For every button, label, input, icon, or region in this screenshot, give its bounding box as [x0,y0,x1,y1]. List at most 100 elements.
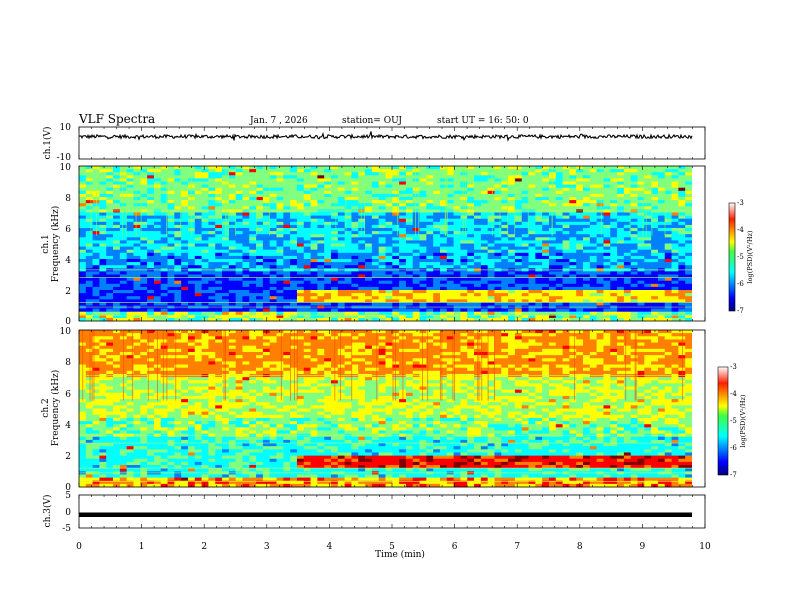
spectrogram-cell [671,240,679,244]
spectrogram-cell [392,231,400,235]
spectrogram-cell [194,187,202,192]
spectrogram-cell [153,277,162,281]
ch1-cbtick-4: -4 [737,226,744,234]
spectrogram-cell [508,314,516,319]
spectrogram-cell [419,178,427,182]
spectrogram-cell [228,283,236,288]
spectrogram-cell [528,259,536,263]
spectrogram-cell [528,221,536,226]
spectrogram-cell [310,224,318,229]
spectrogram-cell [528,271,536,275]
spectrogram-cell [181,193,189,198]
spectrogram-cell [256,203,264,207]
spectrogram-cell [365,231,373,235]
spectrogram-cell [460,249,468,254]
spectrogram-cell [542,240,550,244]
spectrogram-cell [208,308,216,312]
spectrogram-cell [296,308,305,312]
spectrogram-cell [365,243,373,247]
spectrogram-cell [331,197,339,201]
spectrogram-cell [426,259,434,263]
spectrogram-cell [399,181,407,185]
spectrogram-cell [439,178,448,182]
spectrogram-cell [371,302,379,306]
spectrogram-cell [92,480,100,485]
spectrogram-cell [167,169,175,173]
spectrogram-cell [392,200,400,204]
spectrogram-cell [446,172,454,176]
spectrogram-cell [79,197,87,201]
spectrogram-cell [174,271,182,275]
spectrogram-cell [256,271,264,275]
spectrogram-cell [160,178,168,182]
spectrogram-cell [228,172,236,176]
spectrogram-cell [480,184,488,188]
spectrogram-cell [290,221,298,226]
spectrogram-cell [99,427,107,431]
spectrogram-cell [671,221,679,226]
spectrogram-cell [603,203,611,207]
spectrogram-cell [160,262,168,266]
spectrogram-cell [92,342,100,346]
spectrogram-cell [133,302,141,306]
spectrogram-cell [419,280,427,285]
spectrogram-cell [569,193,577,198]
spectrogram-cell [92,474,100,478]
spectrogram-cell [576,308,584,312]
spectrogram-cell [494,246,502,250]
spectrogram-cell [201,215,209,219]
spectrogram-cell [617,197,625,201]
spectrogram-cell [446,296,454,300]
spectrogram-cell [569,262,577,266]
spectrogram-cell [92,280,100,285]
spectrogram-cell [385,200,393,204]
spectrogram-cell [262,280,271,285]
spectrogram-cell [630,178,638,182]
spectrogram-cell [106,370,114,375]
spectrogram-cell [399,228,407,232]
spectrogram-cell [126,175,134,179]
spectrogram-cell [644,240,652,244]
spectrogram-cell [106,206,114,210]
spectrogram-cell [562,190,570,195]
spectrogram-cell [174,197,182,201]
spectrogram-cell [153,274,162,278]
spectrogram-cell [324,280,332,285]
spectrogram-cell [474,277,482,281]
spectrogram-cell [208,240,216,244]
spectrogram-cell [412,187,420,192]
spectrogram-cell [215,175,223,179]
spectrogram-cell [79,480,87,485]
spectrogram-cell [106,286,114,291]
spectrogram-cell [106,240,114,244]
spectrogram-cell [453,255,461,260]
spectrogram-cell [269,212,277,216]
spectrogram-cell [344,212,352,216]
spectrogram-cell [494,265,502,269]
spectrogram-cell [576,193,584,198]
spectrogram-cell [467,231,475,235]
spectrogram-cell [399,243,407,247]
spectrogram-cell [290,178,298,182]
spectrogram-cell [596,181,604,185]
spectrogram-cell [514,184,523,188]
spectrogram-cell [617,280,625,285]
spectrogram-cell [147,311,155,316]
spectrogram-cell [623,299,631,303]
spectrogram-cell [385,286,393,291]
spectrogram-cell [399,274,407,278]
spectrogram-cell [439,187,448,192]
spectrogram-cell [474,299,482,303]
spectrogram-cell [528,197,536,201]
spectrogram-cell [242,255,250,260]
spectrogram-cell [262,193,271,198]
spectrogram-cell [460,311,468,316]
spectrogram-cell [119,228,127,232]
spectrogram-cell [310,311,318,316]
spectrogram-cell [337,193,345,198]
spectrogram-cell [617,184,625,188]
spectrogram-cell [623,277,631,281]
spectrogram-cell [228,314,236,319]
spectrogram-cell [85,461,93,466]
spectrogram-cell [262,271,271,275]
